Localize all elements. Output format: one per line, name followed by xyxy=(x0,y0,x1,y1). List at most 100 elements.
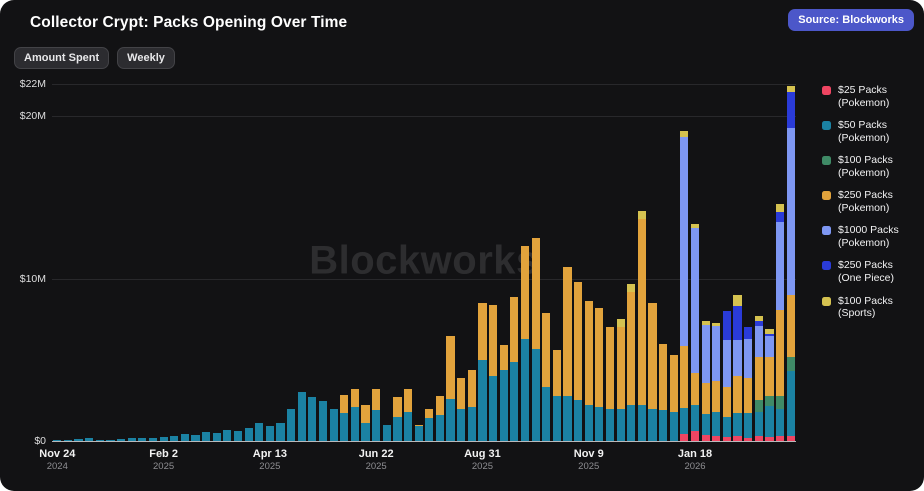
stacked-bar[interactable] xyxy=(425,408,434,441)
stacked-bar[interactable] xyxy=(669,355,678,441)
stacked-bar[interactable] xyxy=(595,307,604,441)
legend-swatch xyxy=(822,226,831,236)
stacked-bar[interactable] xyxy=(318,401,328,441)
bar-segment xyxy=(637,405,646,441)
stacked-bar[interactable] xyxy=(478,303,487,441)
bar-segment xyxy=(765,406,774,437)
bar-segment xyxy=(659,343,668,411)
stacked-bar[interactable] xyxy=(244,428,253,441)
metric-filter-button[interactable]: Amount Spent xyxy=(14,47,110,69)
bar-segment xyxy=(722,340,731,388)
bar-segment xyxy=(690,223,700,229)
stacked-bar[interactable] xyxy=(308,397,317,441)
legend-item[interactable]: $250 Packs (One Piece) xyxy=(822,259,918,285)
tick-year: 2025 xyxy=(578,461,600,472)
stacked-bar[interactable] xyxy=(297,392,306,441)
legend-label: $250 Packs (One Piece) xyxy=(838,259,895,285)
stacked-bar[interactable] xyxy=(414,424,423,441)
bar-segment xyxy=(637,210,646,219)
stacked-bar[interactable] xyxy=(574,281,583,441)
stacked-bar[interactable] xyxy=(499,345,508,441)
stacked-bar[interactable] xyxy=(350,389,359,441)
stacked-bar[interactable] xyxy=(233,431,243,441)
stacked-bar[interactable] xyxy=(690,223,700,441)
tick-year: 2025 xyxy=(259,461,281,472)
stacked-bar[interactable] xyxy=(552,350,561,441)
bar-segment xyxy=(595,307,604,407)
stacked-bar[interactable] xyxy=(116,439,126,441)
bar-segment xyxy=(765,329,774,334)
stacked-bar[interactable] xyxy=(510,296,519,441)
legend-item[interactable]: $50 Packs (Pokemon) xyxy=(822,119,918,145)
stacked-bar[interactable] xyxy=(786,85,795,441)
stacked-bar[interactable] xyxy=(659,343,668,441)
stacked-bar[interactable] xyxy=(648,303,657,441)
stacked-bar[interactable] xyxy=(680,131,689,441)
interval-filter-button[interactable]: Weekly xyxy=(117,47,175,69)
stacked-bar[interactable] xyxy=(159,437,168,441)
stacked-bar[interactable] xyxy=(775,204,785,441)
stacked-bar[interactable] xyxy=(74,439,83,441)
stacked-bar[interactable] xyxy=(202,432,211,441)
stacked-bar[interactable] xyxy=(255,423,264,441)
bar-segment xyxy=(499,345,508,370)
stacked-bar[interactable] xyxy=(372,389,381,441)
bar-segment xyxy=(786,127,795,295)
x-axis-tick-label: Nov 24 2024 xyxy=(22,448,92,472)
stacked-bar[interactable] xyxy=(637,210,646,441)
stacked-bar[interactable] xyxy=(584,301,593,441)
source-badge[interactable]: Source: Blockworks xyxy=(788,9,914,31)
stacked-bar[interactable] xyxy=(467,369,476,441)
stacked-bar[interactable] xyxy=(138,437,147,441)
stacked-bar[interactable] xyxy=(85,438,94,441)
stacked-bar[interactable] xyxy=(265,425,274,441)
stacked-bar[interactable] xyxy=(382,424,391,441)
stacked-bar[interactable] xyxy=(765,329,774,441)
stacked-bar[interactable] xyxy=(403,389,413,441)
bar-segment xyxy=(127,438,136,441)
stacked-bar[interactable] xyxy=(287,408,296,441)
stacked-bar[interactable] xyxy=(520,246,530,441)
stacked-bar[interactable] xyxy=(701,320,710,441)
stacked-bar[interactable] xyxy=(180,433,189,441)
stacked-bar[interactable] xyxy=(605,327,615,441)
stacked-bar[interactable] xyxy=(148,438,158,441)
stacked-bar[interactable] xyxy=(446,335,455,441)
bar-segment xyxy=(722,436,731,441)
stacked-bar[interactable] xyxy=(616,319,625,441)
stacked-bar[interactable] xyxy=(488,304,498,441)
stacked-bar[interactable] xyxy=(531,238,540,441)
stacked-bar[interactable] xyxy=(212,432,221,441)
stacked-bar[interactable] xyxy=(361,405,370,441)
legend-item[interactable]: $100 Packs (Pokemon) xyxy=(822,154,918,180)
stacked-bar[interactable] xyxy=(170,436,179,441)
stacked-bar[interactable] xyxy=(563,267,572,441)
stacked-bar[interactable] xyxy=(542,312,551,441)
stacked-bar[interactable] xyxy=(457,377,466,441)
bar-segment xyxy=(318,401,328,441)
tick-date: Feb 2 xyxy=(149,448,178,460)
stacked-bar[interactable] xyxy=(754,316,763,441)
legend-item[interactable]: $1000 Packs (Pokemon) xyxy=(822,224,918,250)
stacked-bar[interactable] xyxy=(340,394,349,441)
stacked-bar[interactable] xyxy=(435,396,445,441)
legend-item[interactable]: $25 Packs (Pokemon) xyxy=(822,84,918,110)
bar-segment xyxy=(340,412,349,441)
bar-segment xyxy=(712,380,721,412)
stacked-bar[interactable] xyxy=(627,283,636,441)
bar-segment xyxy=(212,432,221,441)
stacked-bar[interactable] xyxy=(191,435,200,441)
stacked-bar[interactable] xyxy=(95,439,104,441)
stacked-bar[interactable] xyxy=(223,430,232,441)
stacked-bar[interactable] xyxy=(393,397,402,441)
legend-item[interactable]: $250 Packs (Pokemon) xyxy=(822,189,918,215)
stacked-bar[interactable] xyxy=(744,327,753,441)
legend: $25 Packs (Pokemon) $50 Packs (Pokemon) $100… xyxy=(822,84,918,320)
legend-item[interactable]: $100 Packs (Sports) xyxy=(822,295,918,321)
stacked-bar[interactable] xyxy=(329,408,338,441)
stacked-bar[interactable] xyxy=(712,322,721,441)
stacked-bar[interactable] xyxy=(733,295,742,441)
stacked-bar[interactable] xyxy=(722,311,731,441)
stacked-bar[interactable] xyxy=(276,423,285,441)
stacked-bar[interactable] xyxy=(127,438,136,441)
